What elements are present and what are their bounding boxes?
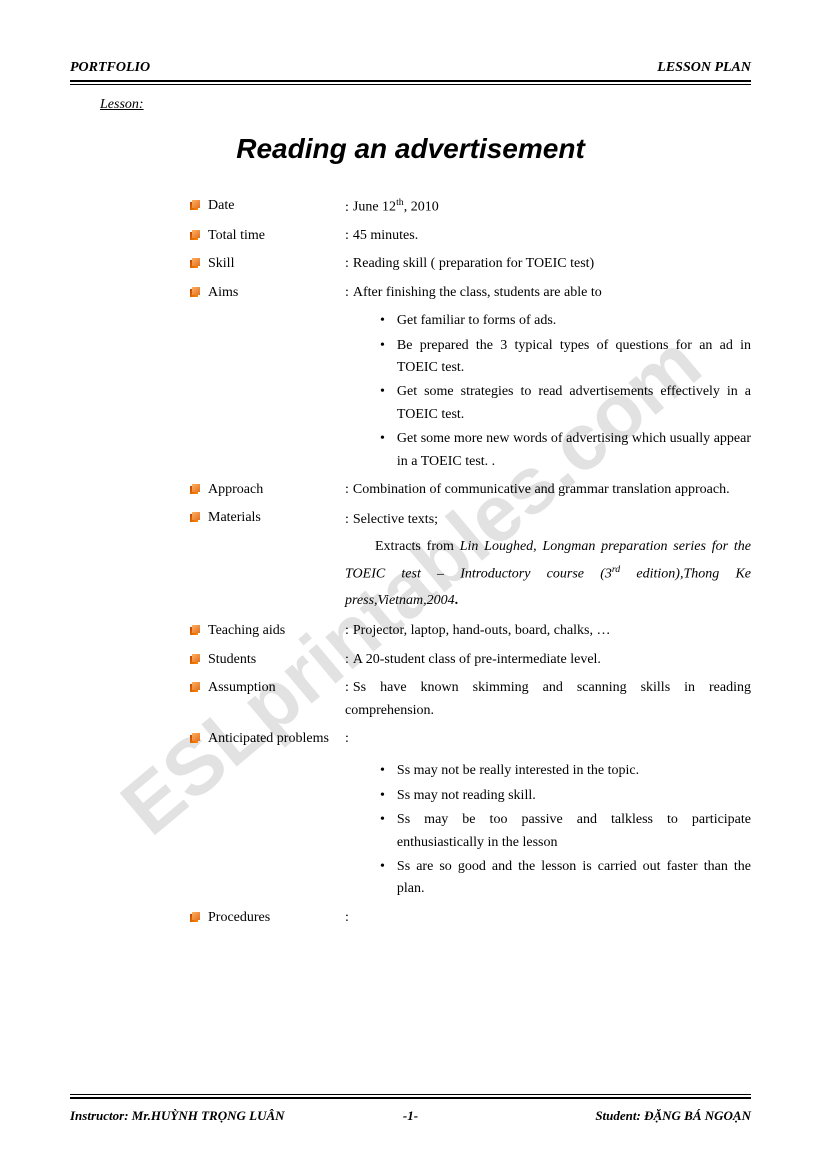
label-aims: Aims <box>208 282 238 304</box>
value-total-time: 45 minutes. <box>353 228 418 243</box>
bullet-icon <box>190 230 200 240</box>
bullet-icon <box>190 200 200 210</box>
header-left: PORTFOLIO <box>70 60 150 76</box>
label-total-time: Total time <box>208 225 265 247</box>
value-assumption: Ss have known skimming and scanning skil… <box>345 680 751 717</box>
footer-instructor: Instructor: Mr.HUỲNH TRỌNG LUÂN <box>70 1108 285 1124</box>
list-item: •Get some strategies to read advertiseme… <box>360 381 751 426</box>
list-item: •Be prepared the 3 typical types of ques… <box>360 335 751 380</box>
document-title: Reading an advertisement <box>70 133 751 165</box>
field-approach: Approach :Combination of communicative a… <box>190 479 751 501</box>
fields-container: Date :June 12th, 2010 Total time :45 min… <box>190 195 751 929</box>
field-skill: Skill :Reading skill ( preparation for T… <box>190 253 751 275</box>
label-procedures: Procedures <box>208 907 270 929</box>
field-teaching-aids: Teaching aids :Projector, laptop, hand-o… <box>190 620 751 642</box>
label-materials: Materials <box>208 507 261 529</box>
field-problems: Anticipated problems : <box>190 728 751 750</box>
field-materials: Materials :Selective texts; Extracts fro… <box>190 507 751 614</box>
aims-sublist: •Get familiar to forms of ads. •Be prepa… <box>360 310 751 473</box>
field-procedures: Procedures : <box>190 907 751 929</box>
header-right: LESSON PLAN <box>657 60 751 76</box>
bullet-icon <box>190 287 200 297</box>
bullet-icon <box>190 912 200 922</box>
field-students: Students :A 20-student class of pre-inte… <box>190 649 751 671</box>
label-problems: Anticipated problems <box>208 728 329 750</box>
label-date: Date <box>208 195 234 217</box>
label-approach: Approach <box>208 479 263 501</box>
bullet-icon <box>190 682 200 692</box>
list-item: •Ss may be too passive and talkless to p… <box>360 809 751 854</box>
bullet-icon <box>190 654 200 664</box>
footer-student: Student: ĐẶNG BÁ NGOẠN <box>595 1108 751 1124</box>
list-item: •Ss are so good and the lesson is carrie… <box>360 856 751 901</box>
bullet-icon <box>190 512 200 522</box>
label-students: Students <box>208 649 256 671</box>
value-aims: After finishing the class, students are … <box>353 285 602 300</box>
label-teaching-aids: Teaching aids <box>208 620 285 642</box>
value-students: A 20-student class of pre-intermediate l… <box>353 652 601 667</box>
value-approach: Combination of communicative and grammar… <box>353 482 730 497</box>
label-skill: Skill <box>208 253 234 275</box>
value-date: June 12 <box>353 200 396 215</box>
lesson-label: Lesson: <box>100 97 751 113</box>
header-divider <box>70 80 751 85</box>
problems-sublist: •Ss may not be really interested in the … <box>360 760 751 900</box>
field-date: Date :June 12th, 2010 <box>190 195 751 219</box>
field-aims: Aims :After finishing the class, student… <box>190 282 751 304</box>
list-item: •Ss may not reading skill. <box>360 785 751 807</box>
page-header: PORTFOLIO LESSON PLAN <box>70 60 751 76</box>
footer-page-number: -1- <box>403 1108 418 1124</box>
label-assumption: Assumption <box>208 677 276 699</box>
list-item: •Get familiar to forms of ads. <box>360 310 751 332</box>
value-materials: Selective texts; <box>353 512 438 527</box>
page-footer: Instructor: Mr.HUỲNH TRỌNG LUÂN -1- Stud… <box>70 1108 751 1124</box>
value-skill: Reading skill ( preparation for TOEIC te… <box>353 256 594 271</box>
footer-divider <box>70 1094 751 1099</box>
list-item: •Get some more new words of advertising … <box>360 428 751 473</box>
field-total-time: Total time :45 minutes. <box>190 225 751 247</box>
bullet-icon <box>190 733 200 743</box>
value-teaching-aids: Projector, laptop, hand-outs, board, cha… <box>353 623 611 638</box>
bullet-icon <box>190 258 200 268</box>
list-item: •Ss may not be really interested in the … <box>360 760 751 782</box>
bullet-icon <box>190 484 200 494</box>
bullet-icon <box>190 625 200 635</box>
field-assumption: Assumption :Ss have known skimming and s… <box>190 677 751 722</box>
